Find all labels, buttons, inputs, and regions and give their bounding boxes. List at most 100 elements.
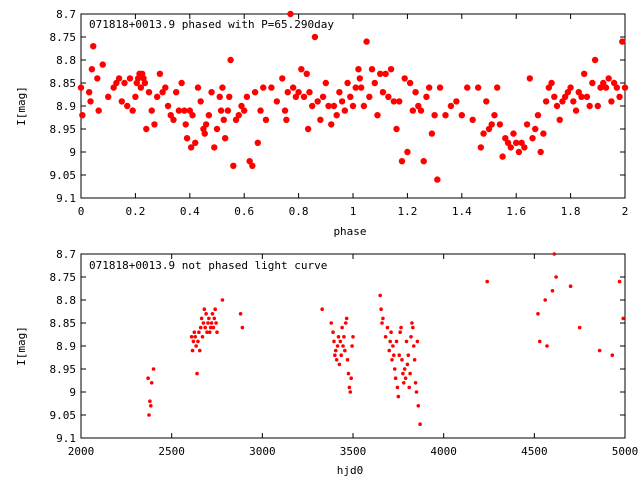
- data-point: [151, 121, 158, 128]
- data-point: [238, 312, 243, 316]
- data-point: [287, 10, 294, 18]
- data-point: [145, 89, 153, 96]
- data-point: [350, 344, 354, 348]
- x-tick-label: 0: [78, 205, 85, 218]
- data-point: [399, 325, 403, 330]
- y-tick-label: 8.7: [56, 8, 76, 21]
- data-point: [241, 107, 248, 114]
- data-point: [561, 93, 569, 101]
- data-point: [409, 107, 417, 114]
- data-point: [90, 43, 97, 50]
- data-point: [474, 84, 482, 91]
- data-point: [173, 89, 180, 96]
- data-point: [400, 358, 404, 362]
- data-point: [510, 130, 517, 137]
- data-point: [406, 353, 411, 358]
- y-tick-label: 9: [69, 146, 76, 159]
- data-point: [396, 98, 403, 105]
- data-point: [340, 325, 344, 330]
- chart-title: 071818+0013.9 not phased light curve: [89, 259, 327, 272]
- data-point: [284, 89, 291, 96]
- data-point: [499, 153, 506, 160]
- data-point: [262, 116, 270, 124]
- data-point: [351, 335, 355, 339]
- data-point: [407, 385, 412, 390]
- data-point: [608, 98, 615, 105]
- data-point: [360, 102, 368, 110]
- data-point: [85, 89, 93, 96]
- data-point: [453, 98, 460, 105]
- data-point: [175, 107, 183, 114]
- data-point: [404, 148, 411, 156]
- data-point: [249, 162, 256, 169]
- phased-chart: 0 0.2 0.4 0.6 0.8 1 1.2 1.4 1.6 1.8 2 8.7 8.75 8.8 8.8…: [15, 8, 628, 238]
- data-point: [298, 66, 305, 73]
- data-point: [349, 376, 353, 381]
- data-point: [389, 330, 393, 335]
- data-point: [110, 84, 117, 91]
- x-tick-label: 0.8: [289, 205, 309, 218]
- data-point: [178, 79, 185, 87]
- data-point: [431, 112, 438, 119]
- data-point: [268, 84, 275, 91]
- data-point: [578, 93, 585, 101]
- data-point: [201, 130, 208, 137]
- data-point: [412, 358, 417, 362]
- x-tick-label: 1: [350, 205, 357, 218]
- data-point: [196, 339, 200, 344]
- data-point: [570, 98, 577, 105]
- data-point: [401, 75, 408, 82]
- data-point: [371, 79, 378, 87]
- data-point: [118, 98, 126, 105]
- data-point: [379, 89, 387, 96]
- data-point: [348, 390, 353, 394]
- data-point: [395, 385, 400, 390]
- data-point: [537, 148, 544, 156]
- y-tick-label: 9.05: [50, 409, 77, 422]
- data-point: [341, 344, 345, 348]
- data-point: [319, 93, 327, 101]
- data-point: [591, 56, 599, 64]
- x-tick-label: 3000: [249, 445, 276, 458]
- data-point: [338, 339, 343, 344]
- data-point: [317, 116, 324, 124]
- data-point: [408, 371, 412, 376]
- data-point: [397, 353, 402, 358]
- data-point: [203, 325, 208, 330]
- data-point: [488, 121, 495, 128]
- data-point: [192, 139, 199, 146]
- data-point: [556, 116, 563, 124]
- data-point: [77, 84, 85, 91]
- data-point: [415, 339, 420, 344]
- y-axis-label: I[mag]: [15, 86, 28, 126]
- data-point: [491, 112, 498, 119]
- data-point: [325, 102, 332, 110]
- y-tick-label: 8.85: [50, 317, 77, 330]
- data-point: [187, 144, 195, 151]
- data-point: [409, 335, 413, 339]
- data-point: [79, 112, 86, 119]
- data-point: [534, 112, 542, 119]
- y-tick-label: 8.75: [50, 271, 77, 284]
- x-tick-label: 2500: [158, 445, 185, 458]
- data-point: [417, 107, 425, 114]
- data-point: [597, 348, 602, 353]
- data-point: [191, 339, 196, 344]
- data-point: [197, 98, 204, 105]
- data-point: [335, 344, 340, 348]
- data-point: [388, 339, 392, 344]
- data-point: [216, 93, 223, 101]
- data-point: [447, 102, 455, 110]
- data-point: [414, 390, 419, 394]
- data-point: [392, 367, 397, 371]
- data-point: [406, 79, 414, 87]
- x-tick-label: 1.8: [561, 205, 581, 218]
- data-point: [392, 353, 396, 358]
- data-point: [94, 75, 101, 82]
- x-tick-label: 1.4: [452, 205, 472, 218]
- data-point: [339, 353, 344, 358]
- data-point: [621, 316, 625, 321]
- data-point: [260, 84, 267, 91]
- data-point: [377, 70, 384, 78]
- data-point: [398, 158, 406, 165]
